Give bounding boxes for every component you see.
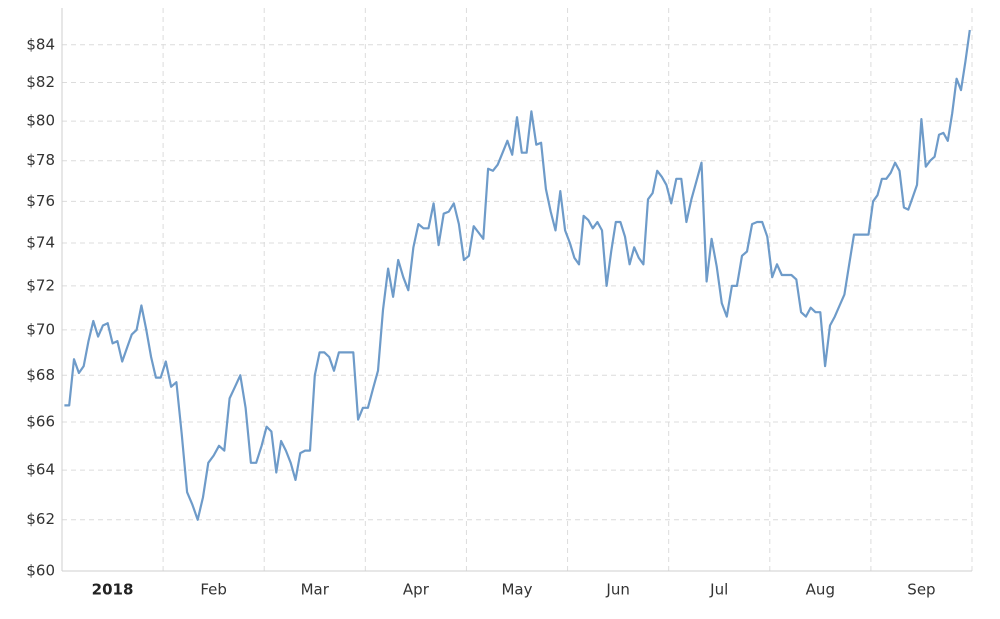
x-tick-label: Jun bbox=[605, 581, 629, 599]
y-tick-label: $84 bbox=[26, 35, 55, 53]
price-line bbox=[64, 29, 971, 521]
y-tick-label: $68 bbox=[26, 366, 55, 384]
y-tick-label: $72 bbox=[26, 276, 55, 294]
y-tick-label: $64 bbox=[26, 461, 55, 479]
y-tick-label: $82 bbox=[26, 73, 55, 91]
y-tick-label: $80 bbox=[26, 112, 55, 130]
y-tick-label: $60 bbox=[26, 562, 55, 580]
x-tick-label: Jul bbox=[709, 581, 728, 599]
x-tick-label: Sep bbox=[907, 581, 935, 599]
x-tick-label: Apr bbox=[403, 581, 430, 599]
y-tick-label: $74 bbox=[26, 234, 55, 252]
y-tick-label: $78 bbox=[26, 151, 55, 169]
x-tick-label: May bbox=[501, 581, 532, 599]
y-tick-label: $70 bbox=[26, 320, 55, 338]
x-tick-label: Aug bbox=[806, 581, 835, 599]
y-tick-label: $62 bbox=[26, 510, 55, 528]
x-tick-label: 2018 bbox=[92, 581, 134, 599]
y-tick-label: $66 bbox=[26, 412, 55, 430]
y-tick-label: $76 bbox=[26, 192, 55, 210]
x-tick-label: Mar bbox=[301, 581, 330, 599]
x-tick-label: Feb bbox=[200, 581, 227, 599]
